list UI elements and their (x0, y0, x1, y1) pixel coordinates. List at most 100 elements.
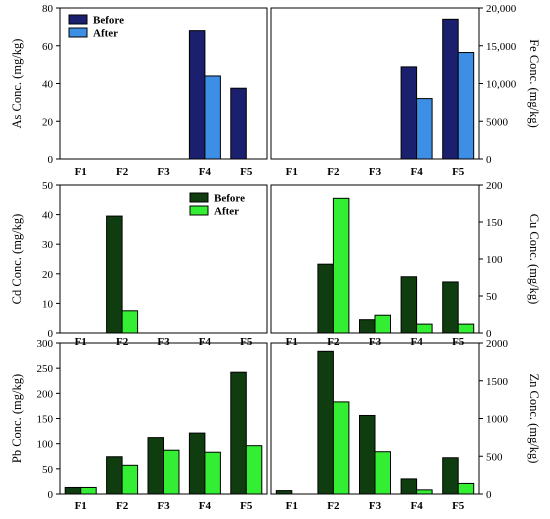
y-tick-label: 10 (42, 298, 54, 310)
bar-after-f4 (204, 451, 221, 495)
x-category-label: F3 (157, 500, 170, 512)
x-category-label: F2 (327, 166, 340, 178)
bar-before-f4 (400, 478, 418, 495)
x-category-label: F1 (286, 336, 298, 348)
panel-fe: 0 5000 10,000 15,000 20,000 F1 F2 F3 F4 F5 Fe Conc… (270, 3, 541, 178)
y-axis-title: Pb Conc. (mg/kg) (10, 374, 24, 463)
y-tick-label: 200 (37, 388, 54, 400)
bar-before-f1 (64, 486, 82, 495)
bar-before-f4 (188, 30, 206, 160)
y-tick-label: 1500 (486, 376, 509, 388)
y-tick-label: 1000 (486, 414, 509, 426)
y-tick-label: 0 (486, 154, 492, 166)
x-category-label: F2 (116, 336, 129, 348)
x-category-label: F4 (199, 500, 212, 512)
bar-after-f5 (457, 323, 475, 334)
y-tick-label: 20 (42, 269, 54, 281)
x-category-label: F4 (410, 166, 423, 178)
y-axis-title: Cu Conc. (mg/kg) (527, 214, 541, 305)
x-category-label: F5 (240, 166, 253, 178)
legend-swatch (189, 192, 209, 203)
x-category-label: F2 (116, 166, 129, 178)
bar-before-f4 (188, 432, 206, 495)
y-tick-label: 5000 (486, 116, 509, 128)
y-tick-label: 30 (42, 239, 54, 251)
y-axis-title: Fe Conc. (mg/kg) (527, 39, 541, 128)
x-category-label: F5 (452, 500, 465, 512)
y-tick-label: 40 (42, 210, 54, 222)
x-category-label: F5 (240, 336, 253, 348)
bar-after-f4 (416, 489, 433, 495)
legend-label: Before (93, 15, 124, 27)
x-category-label: F1 (286, 500, 298, 512)
panel-pb: 0 50 100 150 200 250 300 F1 F2 F3 F4 F5 Pb Conc. (mg… (10, 338, 268, 512)
bar-after-f2 (332, 401, 350, 495)
x-category-label: F3 (369, 166, 382, 178)
bar-before-f5 (442, 18, 459, 160)
bar-before-f4 (400, 276, 418, 334)
y-tick-label: 50 (486, 291, 498, 303)
x-category-label: F4 (410, 500, 423, 512)
y-tick-label: 0 (48, 154, 54, 166)
y-tick-label: 20,000 (486, 3, 517, 15)
y-tick-label: 15,000 (486, 41, 517, 53)
panel-cu: 0 50 100 150 200 F1 F2 F3 F4 F5 Cu Conc. (mg/kg) (270, 180, 541, 348)
x-category-label: F3 (369, 336, 382, 348)
x-category-label: F2 (116, 500, 129, 512)
legend-swatch (68, 14, 88, 25)
bar-before-f1 (275, 490, 293, 495)
y-tick-label: 20 (42, 116, 54, 128)
bar-after-f4 (416, 98, 433, 160)
y-tick-label: 60 (42, 41, 54, 53)
y-tick-label: 2000 (486, 338, 509, 350)
bar-after-f4 (416, 323, 433, 334)
y-tick-label: 100 (37, 439, 54, 451)
bar-after-f2 (121, 310, 139, 334)
y-tick-label: 50 (42, 464, 54, 476)
x-category-label: F4 (199, 166, 212, 178)
x-category-label: F1 (75, 500, 87, 512)
bar-after-f2 (121, 464, 139, 495)
bar-after-f4 (204, 75, 221, 160)
y-tick-label: 250 (37, 363, 54, 375)
y-tick-label: 0 (48, 328, 54, 340)
x-category-label: F3 (157, 336, 170, 348)
y-tick-label: 10,000 (486, 79, 517, 91)
bar-before-f3 (359, 319, 376, 334)
x-category-label: F5 (452, 336, 465, 348)
bar-before-f4 (400, 66, 418, 160)
y-tick-label: 0 (486, 489, 492, 501)
x-category-label: F1 (75, 166, 87, 178)
y-tick-label: 0 (486, 328, 492, 340)
bar-before-f3 (147, 437, 164, 495)
y-tick-label: 500 (486, 451, 503, 463)
y-tick-label: 100 (486, 254, 503, 266)
x-category-label: F2 (327, 336, 340, 348)
legend-swatch (68, 27, 88, 38)
x-category-label: F1 (286, 166, 298, 178)
y-tick-label: 200 (486, 180, 503, 192)
y-tick-label: 40 (42, 79, 54, 91)
y-tick-label: 150 (486, 217, 503, 229)
y-tick-label: 150 (37, 414, 54, 426)
bar-after-f3 (374, 451, 391, 495)
y-tick-label: 80 (42, 3, 54, 15)
bar-after-f5 (457, 482, 475, 495)
legend-label: After (93, 28, 118, 40)
legend-label: After (214, 206, 239, 218)
bar-before-f5 (442, 281, 459, 334)
x-category-label: F4 (199, 336, 212, 348)
panel-frame (59, 184, 268, 334)
x-category-label: F3 (369, 500, 382, 512)
y-axis-title: Cd Conc. (mg/kg) (10, 214, 24, 305)
y-axis-title: Zn Conc. (mg/kg) (527, 374, 541, 464)
bar-before-f5 (230, 87, 247, 160)
x-category-label: F4 (410, 336, 423, 348)
bar-before-f3 (359, 414, 376, 495)
bar-after-f2 (332, 197, 350, 334)
bar-after-f1 (80, 486, 97, 495)
bar-before-f2 (317, 350, 334, 495)
bar-before-f5 (230, 371, 247, 495)
